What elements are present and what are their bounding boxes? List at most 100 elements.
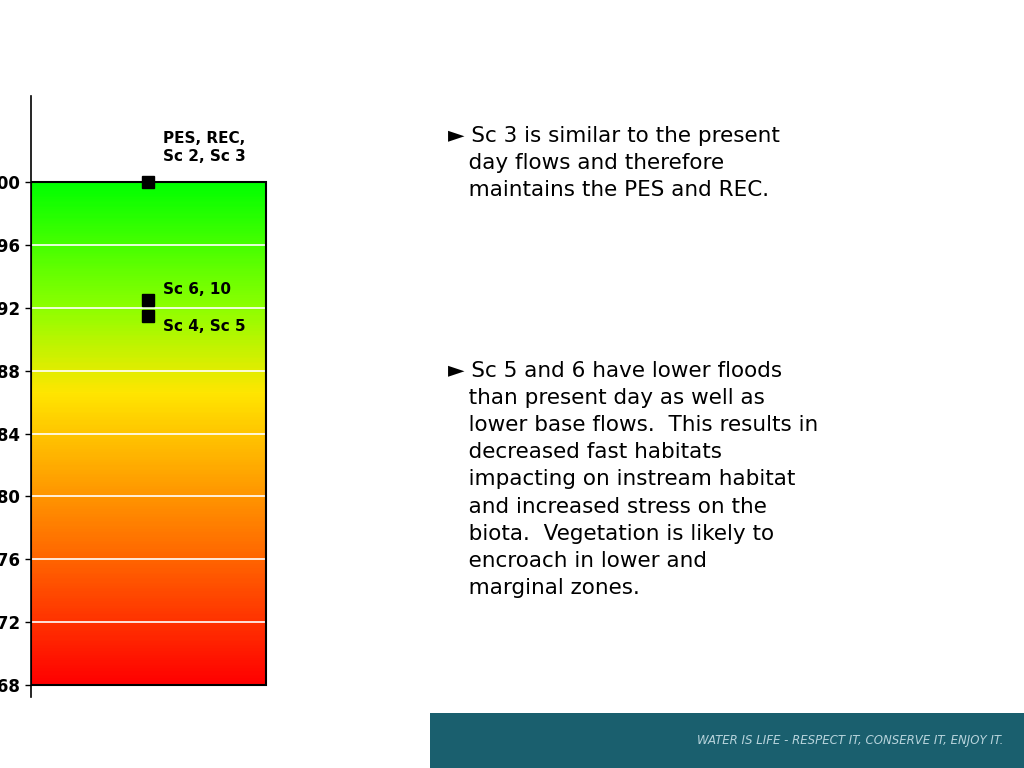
Bar	[31, 603, 265, 604]
Bar	[31, 313, 265, 315]
Bar	[31, 467, 265, 468]
Bar	[31, 413, 265, 415]
Bar	[31, 427, 265, 429]
Bar	[31, 219, 265, 221]
Bar	[31, 437, 265, 439]
Bar	[31, 400, 265, 402]
Text: PES, REC,
Sc 2, Sc 3: PES, REC, Sc 2, Sc 3	[164, 131, 246, 164]
Bar	[31, 244, 265, 246]
Bar	[31, 626, 265, 628]
Bar	[31, 379, 265, 380]
Bar	[31, 445, 265, 447]
Bar	[31, 246, 265, 248]
Bar	[31, 589, 265, 591]
Bar	[31, 270, 265, 271]
Bar	[31, 492, 265, 494]
Bar	[31, 315, 265, 316]
Bar	[31, 184, 265, 186]
Bar	[31, 213, 265, 214]
Bar	[31, 370, 265, 372]
Bar	[31, 316, 265, 318]
Bar	[31, 611, 265, 613]
Bar	[31, 366, 265, 369]
Bar	[31, 638, 265, 640]
Bar	[31, 660, 265, 661]
Bar	[31, 256, 265, 258]
Bar	[31, 616, 265, 617]
Bar	[31, 342, 265, 343]
Bar	[31, 419, 265, 420]
Bar	[31, 558, 265, 559]
Bar	[31, 462, 265, 464]
Bar	[31, 646, 265, 648]
Bar	[31, 355, 265, 356]
Bar	[31, 651, 265, 653]
Bar	[31, 345, 265, 346]
Bar	[31, 266, 265, 268]
Bar	[31, 397, 265, 399]
Bar	[31, 491, 265, 492]
Bar	[31, 288, 265, 290]
Bar	[31, 670, 265, 671]
Bar	[31, 206, 265, 207]
Bar	[31, 452, 265, 454]
Bar	[31, 678, 265, 680]
Bar	[31, 423, 265, 425]
Bar	[31, 617, 265, 620]
Bar	[31, 455, 265, 457]
Bar	[31, 323, 265, 325]
Bar	[31, 346, 265, 348]
Bar	[31, 561, 265, 562]
Bar	[31, 268, 265, 270]
Bar	[31, 658, 265, 660]
Bar	[31, 465, 265, 467]
Bar	[31, 276, 265, 278]
Bar	[31, 189, 265, 190]
Bar	[31, 657, 265, 658]
Bar	[31, 542, 265, 544]
Bar	[31, 559, 265, 561]
Bar	[31, 403, 265, 405]
Bar	[31, 338, 265, 339]
Bar	[31, 385, 265, 387]
Bar	[31, 458, 265, 460]
Bar	[31, 501, 265, 502]
Bar	[31, 393, 265, 395]
Bar	[31, 336, 265, 338]
Bar	[31, 460, 265, 462]
Bar	[31, 522, 265, 524]
Bar	[31, 525, 265, 528]
Bar	[31, 544, 265, 546]
Bar	[31, 182, 265, 685]
Bar	[31, 663, 265, 664]
Bar	[31, 484, 265, 485]
Bar	[31, 551, 265, 552]
Bar	[31, 258, 265, 260]
Bar	[31, 305, 265, 306]
Bar	[31, 588, 265, 589]
Bar	[31, 470, 265, 472]
Bar	[31, 383, 265, 385]
Bar	[31, 627, 265, 630]
Bar	[31, 641, 265, 643]
Bar	[31, 576, 265, 578]
Bar	[31, 673, 265, 675]
Bar	[31, 333, 265, 335]
Bar	[31, 457, 265, 458]
Bar	[31, 636, 265, 638]
Bar	[31, 193, 265, 194]
Bar	[31, 564, 265, 566]
Bar	[31, 210, 265, 213]
Bar	[31, 223, 265, 224]
Bar	[31, 343, 265, 345]
Bar	[31, 260, 265, 261]
Bar	[31, 573, 265, 574]
Bar	[31, 566, 265, 568]
Text: Sc 6, 10: Sc 6, 10	[164, 282, 231, 297]
Bar	[31, 495, 265, 497]
Bar	[31, 485, 265, 487]
Bar	[31, 233, 265, 234]
Bar	[31, 329, 265, 332]
Bar	[31, 221, 265, 223]
Bar	[31, 311, 265, 313]
